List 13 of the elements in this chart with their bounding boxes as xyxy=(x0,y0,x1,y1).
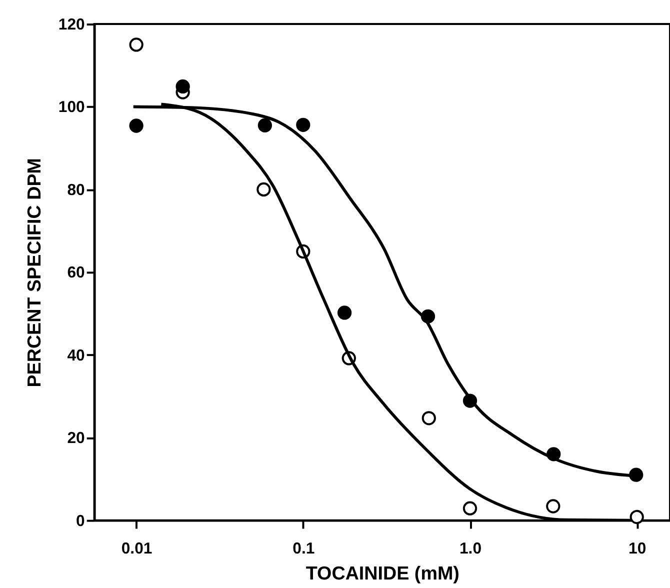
y-tick-label: 80 xyxy=(67,182,86,199)
y-axis-title: PERCENT SPECIFIC DPM xyxy=(24,158,44,388)
y-tick-label: 40 xyxy=(67,347,86,364)
x-tick-label: 0.1 xyxy=(292,540,315,558)
x-tick-label: 0.01 xyxy=(121,540,152,558)
y-tick-label: 60 xyxy=(67,264,86,282)
x-tick-label: 1.0 xyxy=(459,540,482,558)
y-tick-label: 20 xyxy=(67,430,86,448)
x-tick-label: 10 xyxy=(628,540,646,558)
y-tick-label: 120 xyxy=(58,16,86,34)
x-axis-title: TOCAINIDE (mM) xyxy=(306,562,460,584)
y-tick-label: 100 xyxy=(58,99,86,116)
y-tick-label: 0 xyxy=(76,512,86,530)
